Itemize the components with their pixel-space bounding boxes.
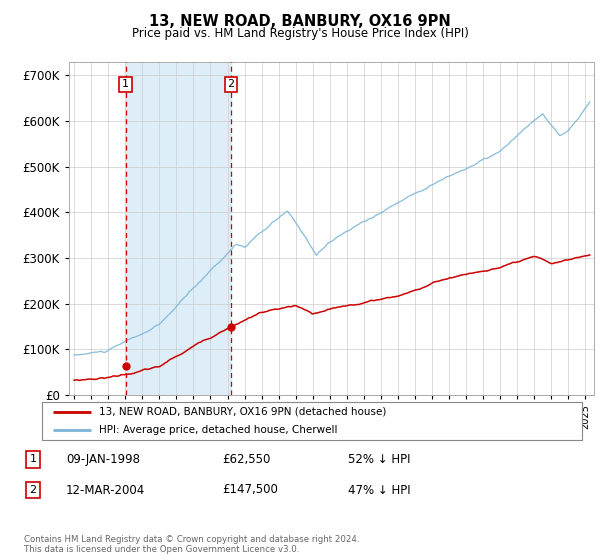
Text: 47% ↓ HPI: 47% ↓ HPI [348, 483, 410, 497]
Bar [126, 62, 231, 395]
Text: 1: 1 [29, 454, 37, 464]
Text: 52% ↓ HPI: 52% ↓ HPI [348, 452, 410, 466]
Text: 1: 1 [122, 80, 129, 90]
Text: £62,550: £62,550 [222, 452, 271, 466]
Text: 12-MAR-2004: 12-MAR-2004 [66, 483, 145, 497]
Text: HPI: Average price, detached house, Cherwell: HPI: Average price, detached house, Cher… [98, 425, 337, 435]
Text: 2: 2 [29, 485, 37, 495]
Text: 13, NEW ROAD, BANBURY, OX16 9PN: 13, NEW ROAD, BANBURY, OX16 9PN [149, 14, 451, 29]
Text: 09-JAN-1998: 09-JAN-1998 [66, 452, 140, 466]
Text: Contains HM Land Registry data © Crown copyright and database right 2024.
This d: Contains HM Land Registry data © Crown c… [24, 535, 359, 554]
Text: 2: 2 [227, 80, 235, 90]
FancyBboxPatch shape [42, 402, 582, 440]
Text: £147,500: £147,500 [222, 483, 278, 497]
Text: 13, NEW ROAD, BANBURY, OX16 9PN (detached house): 13, NEW ROAD, BANBURY, OX16 9PN (detache… [98, 407, 386, 417]
Text: Price paid vs. HM Land Registry's House Price Index (HPI): Price paid vs. HM Land Registry's House … [131, 27, 469, 40]
